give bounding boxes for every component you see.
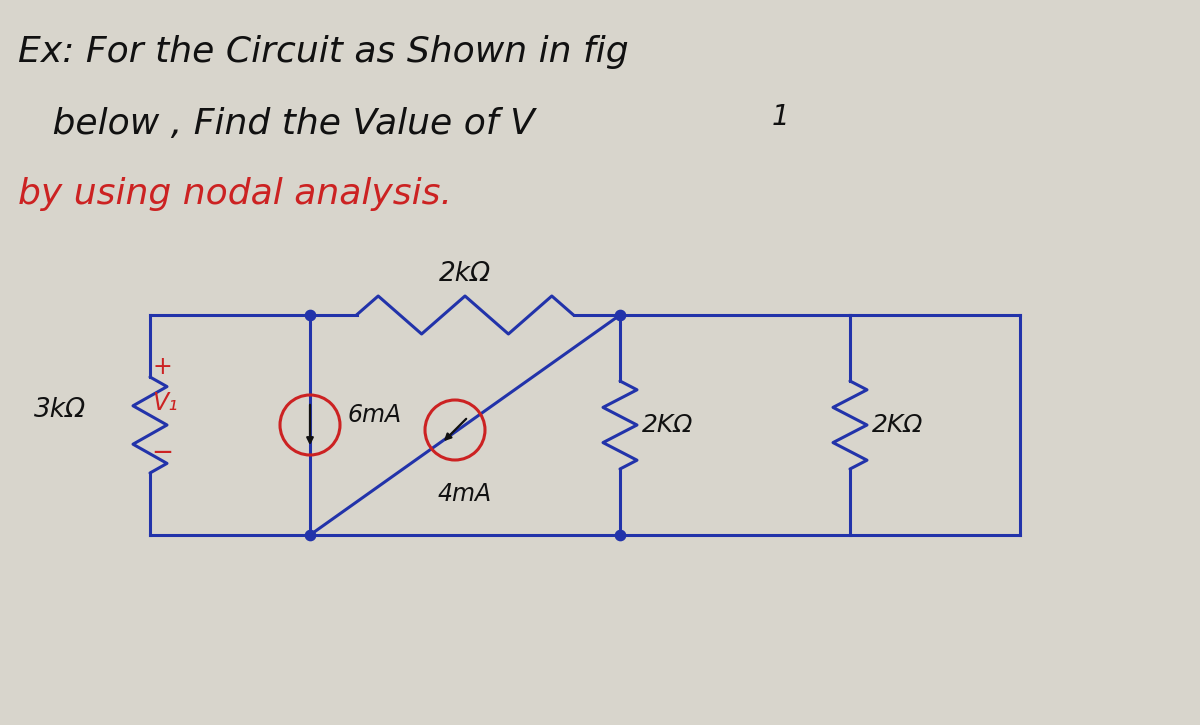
Text: 1: 1: [772, 103, 790, 131]
Text: 2KΩ: 2KΩ: [872, 413, 923, 437]
Text: 3kΩ: 3kΩ: [34, 397, 86, 423]
Point: [611, 309, 630, 320]
Text: 2kΩ: 2kΩ: [439, 261, 491, 287]
Point: [300, 529, 319, 541]
Text: by using nodal analysis.: by using nodal analysis.: [18, 177, 452, 211]
Text: −: −: [151, 440, 173, 466]
Point: [300, 309, 319, 320]
Text: below , Find the Value of V: below , Find the Value of V: [18, 107, 535, 141]
Text: 6mA: 6mA: [348, 403, 402, 427]
Text: 2KΩ: 2KΩ: [642, 413, 694, 437]
Text: V₁: V₁: [152, 391, 178, 415]
Text: Ex: For the Circuit as Shown in fig: Ex: For the Circuit as Shown in fig: [18, 35, 629, 69]
Text: +: +: [152, 355, 172, 379]
Text: 4mA: 4mA: [438, 482, 492, 506]
Point: [611, 529, 630, 541]
